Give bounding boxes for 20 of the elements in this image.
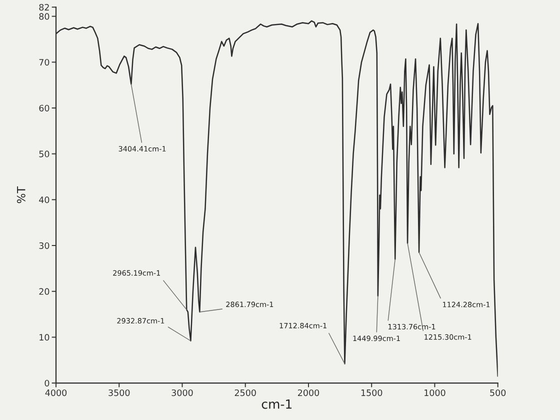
y-tick-label: 82 <box>39 4 49 11</box>
x-tick-label: 3000 <box>172 389 193 396</box>
y-tick-label: 80 <box>39 13 50 20</box>
x-tick-label: 4000 <box>45 389 67 396</box>
y-axis-title: %T <box>16 186 26 204</box>
y-tick-label: 30 <box>39 242 50 249</box>
x-tick-label: 1000 <box>424 389 446 396</box>
y-tick-label: 10 <box>40 334 50 341</box>
y-tick-label: 0 <box>44 380 50 386</box>
x-axis-title: cm-1 <box>262 400 292 409</box>
y-tick-label: 40 <box>39 196 50 204</box>
y-tick-label: 70 <box>39 58 50 66</box>
x-tick-label: 1500 <box>361 389 382 396</box>
x-tick-label: 3500 <box>108 389 130 396</box>
y-tick-label: 20 <box>39 288 50 295</box>
x-tick-label: 500 <box>490 389 506 396</box>
y-tick-label: 50 <box>39 150 50 158</box>
x-tick-label: 2500 <box>234 389 256 396</box>
y-tick-label: 60 <box>39 104 50 112</box>
x-tick-label: 2000 <box>298 389 320 396</box>
